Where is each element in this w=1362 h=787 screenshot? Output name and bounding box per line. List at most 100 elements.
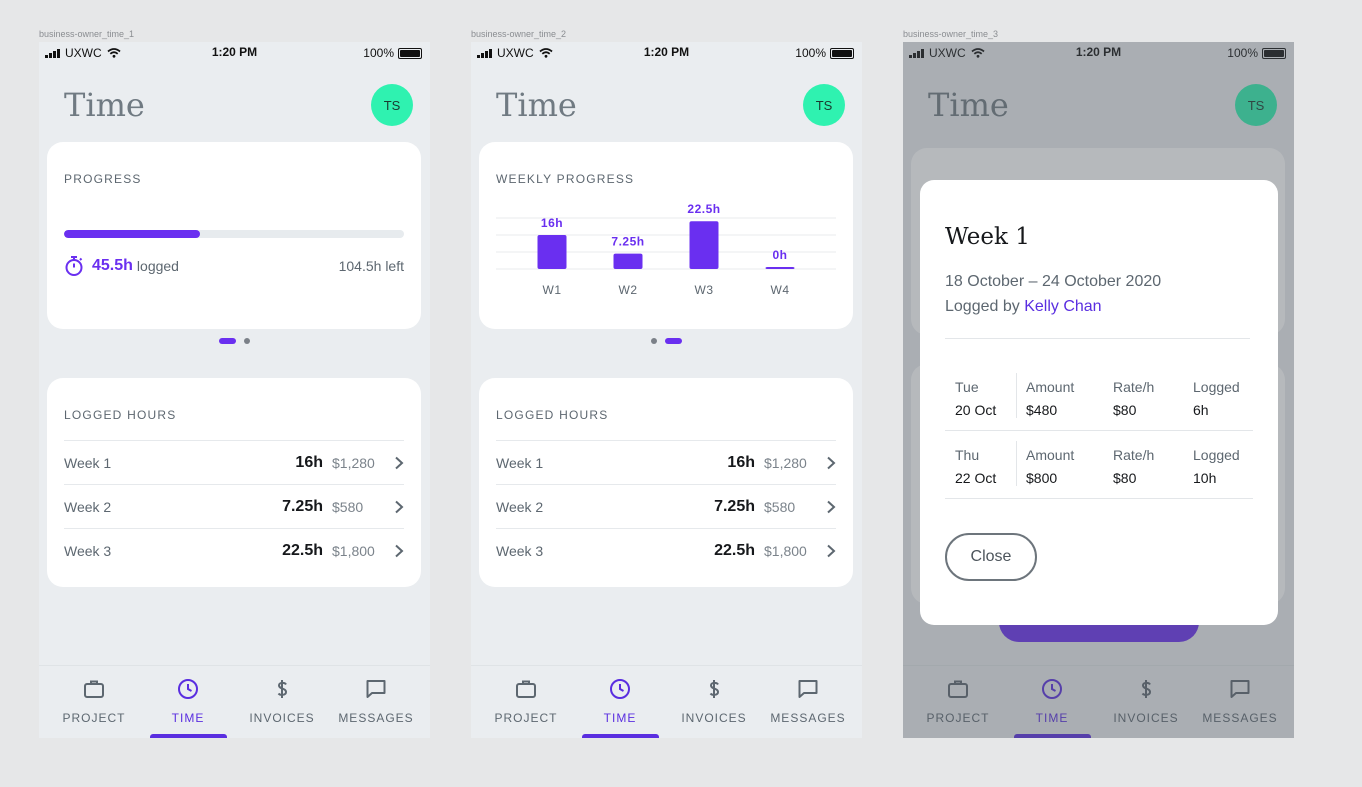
nav-project[interactable]: PROJECT	[46, 666, 142, 738]
progress-title: PROGRESS	[64, 172, 142, 186]
week-hours: 16h	[727, 453, 755, 471]
nav-label: INVOICES	[681, 711, 747, 725]
nav-invoices[interactable]: INVOICES	[666, 666, 762, 738]
chart-data-label: 0h	[772, 248, 787, 262]
nav-project[interactable]: PROJECT	[478, 666, 574, 738]
pager-dots[interactable]	[219, 338, 250, 344]
row-divider	[945, 498, 1253, 499]
week-hours: 7.25h	[714, 497, 755, 515]
dollar-icon	[1141, 680, 1152, 698]
chevron-right-icon	[827, 456, 836, 469]
clock-icon	[178, 679, 198, 699]
nav-invoices[interactable]: INVOICES	[234, 666, 330, 738]
row-divider	[945, 430, 1253, 431]
progress-bar-fill	[64, 230, 200, 238]
nav-active-indicator	[1014, 734, 1091, 738]
week-row[interactable]: Week 1 16h $1,280	[496, 440, 836, 484]
nav-time[interactable]: TIME	[1004, 666, 1100, 738]
pager-dot-1[interactable]	[219, 338, 236, 344]
week-amount: $1,800	[764, 542, 807, 559]
week-amount: $1,800	[332, 542, 375, 559]
close-button[interactable]: Close	[945, 533, 1037, 581]
amount-value: $480	[1026, 402, 1058, 418]
frame-label-3: business-owner_time_3	[903, 29, 999, 39]
nav-messages[interactable]: MESSAGES	[1192, 666, 1288, 738]
avatar[interactable]: TS	[1235, 84, 1277, 126]
nav-messages[interactable]: MESSAGES	[760, 666, 856, 738]
signal-icon	[477, 48, 492, 58]
avatar[interactable]: TS	[371, 84, 413, 126]
frame-label-1: business-owner_time_1	[39, 29, 135, 39]
chart-bar	[765, 267, 795, 269]
battery-icon	[1262, 47, 1286, 59]
modal-title: Week 1	[945, 224, 1030, 250]
nav-invoices[interactable]: INVOICES	[1098, 666, 1194, 738]
stopwatch-icon	[65, 256, 83, 276]
phone-screen-2: UXWC 1:20 PM 100% Time TS WEEKLY PROGRES…	[471, 42, 862, 738]
nav-time[interactable]: TIME	[140, 666, 236, 738]
battery-percent: 100%	[1227, 46, 1258, 60]
wifi-icon	[539, 48, 553, 58]
week-row[interactable]: Week 1 16h $1,280	[64, 440, 404, 484]
signal-icon	[45, 48, 60, 58]
phone-screen-3: UXWC 1:20 PM 100% Time TS PROJECT TIME I…	[903, 42, 1294, 738]
chart-category-label: W2	[619, 283, 638, 297]
logged-label: Logged	[1193, 379, 1240, 395]
chart-data-label: 16h	[541, 216, 563, 230]
frame-label-2: business-owner_time_2	[471, 29, 567, 39]
pager-dot-2[interactable]	[665, 338, 682, 344]
chart-data-label: 22.5h	[687, 202, 720, 216]
chart-bar	[537, 235, 567, 269]
nav-label: MESSAGES	[1202, 711, 1278, 725]
amount-value: $800	[1026, 470, 1058, 486]
logged-hours-label: logged	[136, 258, 179, 274]
logged-by-name[interactable]: Kelly Chan	[1024, 298, 1102, 315]
weekly-progress-card[interactable]: WEEKLY PROGRESS 16h W1 7.25h W2 22.5h W3 0h W4	[479, 142, 853, 329]
nav-project[interactable]: PROJECT	[910, 666, 1006, 738]
week-row[interactable]: Week 2 7.25h $580	[64, 484, 404, 528]
chevron-right-icon	[827, 500, 836, 513]
nav-time[interactable]: TIME	[572, 666, 668, 738]
week-row[interactable]: Week 3 22.5h $1,800	[64, 528, 404, 572]
nav-label: INVOICES	[249, 711, 315, 725]
wifi-icon	[971, 48, 985, 58]
nav-label: TIME	[603, 711, 637, 725]
column-divider	[1016, 441, 1017, 486]
chevron-right-icon	[395, 500, 404, 513]
bottom-nav: PROJECT TIME INVOICES MESSAGES	[471, 665, 862, 738]
phone-screen-1: UXWC 1:20 PM 100% Time TS PROGRESS 45.5h…	[39, 42, 430, 738]
status-bar: UXWC 1:20 PM 100%	[471, 42, 862, 62]
progress-card[interactable]: PROGRESS 45.5h logged 104.5h left	[47, 142, 421, 329]
chat-icon	[798, 680, 818, 698]
pager-dot-2[interactable]	[244, 338, 250, 344]
modal-date-range: 18 October – 24 October 2020	[945, 273, 1162, 290]
weekly-progress-chart: 16h W1 7.25h W2 22.5h W3 0h W4	[496, 202, 836, 297]
nav-label: INVOICES	[1113, 711, 1179, 725]
chevron-right-icon	[395, 456, 404, 469]
column-divider	[1016, 373, 1017, 418]
nav-active-indicator	[582, 734, 659, 738]
page-title: Time	[496, 86, 577, 124]
pager-dots[interactable]	[651, 338, 682, 344]
chart-category-label: W4	[771, 283, 790, 297]
status-bar: UXWC 1:20 PM 100%	[903, 42, 1294, 62]
nav-label: MESSAGES	[770, 711, 846, 725]
week-hours: 7.25h	[282, 497, 323, 515]
logged-hours-card: LOGGED HOURS Week 1 16h $1,280 Week 2 7.25h…	[47, 378, 421, 587]
carrier-name: UXWC	[497, 46, 534, 60]
entry-row: Thu 22 Oct Amount $800 Rate/h $80 Logged 10h	[945, 431, 1253, 499]
week-row[interactable]: Week 2 7.25h $580	[496, 484, 836, 528]
week-hours: 22.5h	[282, 541, 323, 559]
battery-percent: 100%	[363, 46, 394, 60]
nav-active-indicator	[150, 734, 227, 738]
weekly-progress-title: WEEKLY PROGRESS	[496, 172, 635, 186]
logged-value: 6h	[1193, 402, 1209, 418]
nav-label: MESSAGES	[338, 711, 414, 725]
week-name: Week 1	[496, 454, 544, 471]
week-row[interactable]: Week 3 22.5h $1,800	[496, 528, 836, 572]
rate-label: Rate/h	[1113, 379, 1155, 395]
rate-value: $80	[1113, 402, 1137, 418]
nav-messages[interactable]: MESSAGES	[328, 666, 424, 738]
avatar[interactable]: TS	[803, 84, 845, 126]
pager-dot-1[interactable]	[651, 338, 657, 344]
